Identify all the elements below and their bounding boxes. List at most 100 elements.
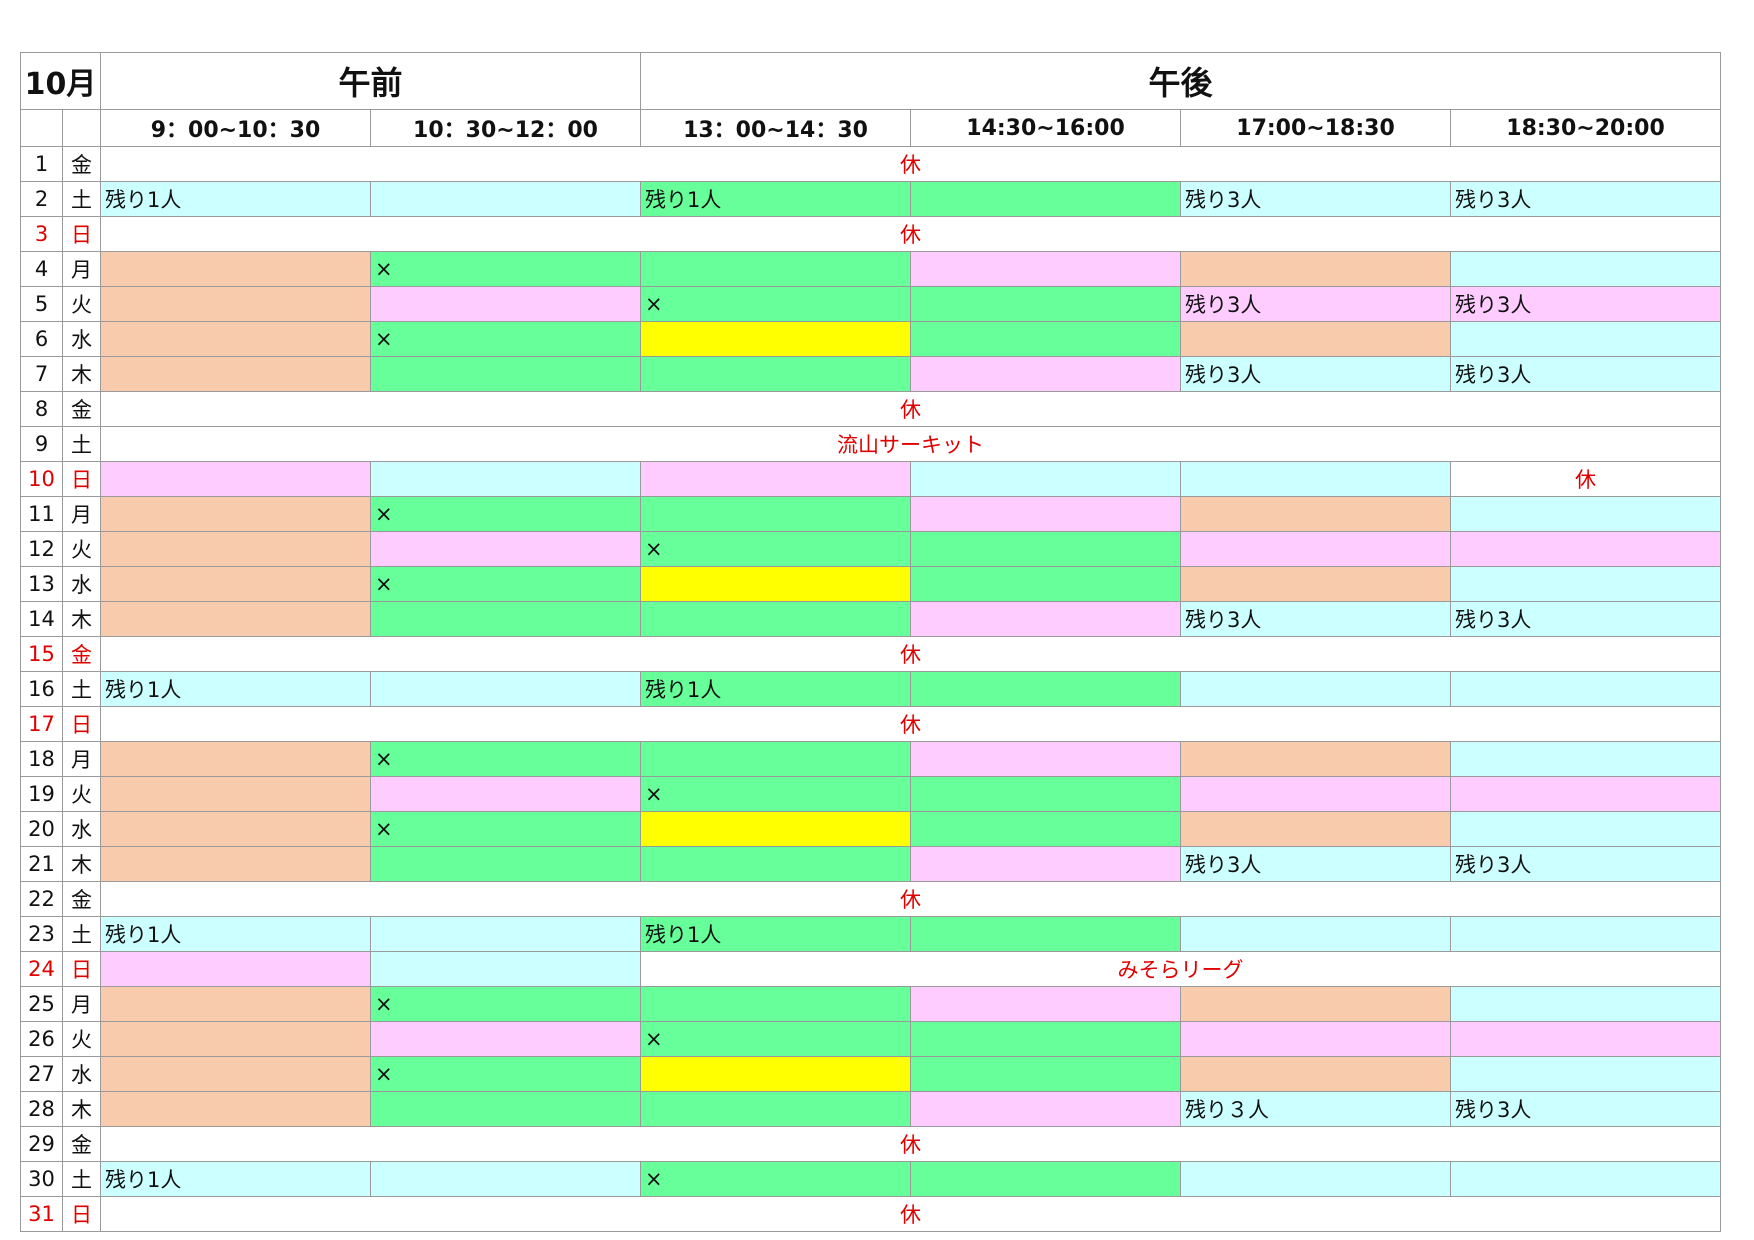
time-slot-cell[interactable] (640, 601, 912, 637)
time-slot-cell[interactable]: 残り3人 (1180, 601, 1452, 637)
time-slot-cell[interactable] (1450, 321, 1722, 357)
time-slot-cell[interactable] (1450, 1021, 1722, 1057)
time-slot-cell[interactable] (910, 741, 1182, 777)
time-slot-cell[interactable]: × (640, 531, 912, 567)
time-slot-cell[interactable] (369, 1021, 642, 1057)
time-slot-cell[interactable] (1180, 811, 1452, 847)
time-slot-cell[interactable] (100, 461, 371, 497)
time-slot-cell[interactable] (640, 811, 912, 847)
time-slot-cell[interactable] (100, 776, 371, 812)
time-slot-cell[interactable] (369, 846, 642, 882)
time-slot-cell[interactable]: × (640, 1021, 912, 1057)
time-slot-cell[interactable] (1450, 1161, 1722, 1197)
time-slot-cell[interactable] (100, 251, 371, 287)
time-slot-cell[interactable] (910, 496, 1182, 532)
time-slot-cell[interactable]: 残り3人 (1450, 286, 1722, 322)
time-slot-cell[interactable] (1450, 251, 1722, 287)
time-slot-cell[interactable]: 残り1人 (100, 1161, 371, 1197)
time-slot-cell[interactable] (640, 1091, 912, 1127)
time-slot-cell[interactable] (369, 601, 642, 637)
time-slot-cell[interactable] (910, 286, 1182, 322)
time-slot-cell[interactable] (369, 356, 642, 392)
time-slot-cell[interactable] (1450, 916, 1722, 952)
time-slot-cell[interactable] (100, 566, 371, 602)
time-slot-cell[interactable] (1450, 566, 1722, 602)
time-slot-cell[interactable]: 残り3人 (1180, 286, 1452, 322)
time-slot-cell[interactable] (100, 951, 371, 987)
time-slot-cell[interactable] (1180, 916, 1452, 952)
time-slot-cell[interactable]: 残り3人 (1450, 181, 1722, 217)
time-slot-cell[interactable] (640, 251, 912, 287)
time-slot-cell[interactable]: × (369, 251, 642, 287)
time-slot-cell[interactable] (910, 846, 1182, 882)
time-slot-cell[interactable] (640, 741, 912, 777)
time-slot-cell[interactable]: 残り３人 (1180, 1091, 1452, 1127)
time-slot-cell[interactable] (369, 951, 642, 987)
time-slot-cell[interactable] (369, 1091, 642, 1127)
time-slot-cell[interactable] (369, 286, 642, 322)
time-slot-cell[interactable] (100, 286, 371, 322)
time-slot-cell[interactable]: × (640, 1161, 912, 1197)
time-slot-cell[interactable]: 残り1人 (640, 916, 912, 952)
time-slot-cell[interactable] (100, 321, 371, 357)
time-slot-cell[interactable]: 残り3人 (1180, 846, 1452, 882)
time-slot-cell[interactable] (1180, 741, 1452, 777)
time-slot-cell[interactable] (1450, 986, 1722, 1022)
time-slot-cell[interactable] (910, 461, 1182, 497)
time-slot-cell[interactable] (910, 601, 1182, 637)
time-slot-cell[interactable] (910, 181, 1182, 217)
time-slot-cell[interactable] (100, 846, 371, 882)
time-slot-cell[interactable] (1180, 986, 1452, 1022)
time-slot-cell[interactable] (910, 986, 1182, 1022)
time-slot-cell[interactable] (1180, 496, 1452, 532)
time-slot-cell[interactable] (1180, 321, 1452, 357)
time-slot-cell[interactable]: × (369, 986, 642, 1022)
time-slot-cell[interactable]: × (369, 811, 642, 847)
time-slot-cell[interactable]: × (640, 776, 912, 812)
time-slot-cell[interactable] (369, 461, 642, 497)
time-slot-cell[interactable]: 残り1人 (640, 671, 912, 707)
time-slot-cell[interactable] (910, 776, 1182, 812)
time-slot-cell[interactable] (369, 531, 642, 567)
time-slot-cell[interactable] (640, 986, 912, 1022)
closed-slot[interactable]: 休 (1450, 461, 1722, 497)
time-slot-cell[interactable] (910, 566, 1182, 602)
time-slot-cell[interactable] (100, 601, 371, 637)
time-slot-cell[interactable] (100, 496, 371, 532)
time-slot-cell[interactable] (100, 811, 371, 847)
time-slot-cell[interactable] (1180, 671, 1452, 707)
time-slot-cell[interactable] (1180, 1021, 1452, 1057)
time-slot-cell[interactable] (910, 916, 1182, 952)
time-slot-cell[interactable] (1450, 671, 1722, 707)
time-slot-cell[interactable] (369, 671, 642, 707)
time-slot-cell[interactable]: 残り3人 (1450, 846, 1722, 882)
time-slot-cell[interactable] (1450, 741, 1722, 777)
time-slot-cell[interactable] (100, 741, 371, 777)
time-slot-cell[interactable] (369, 181, 642, 217)
time-slot-cell[interactable] (369, 776, 642, 812)
time-slot-cell[interactable] (1180, 1161, 1452, 1197)
time-slot-cell[interactable] (910, 671, 1182, 707)
time-slot-cell[interactable] (1450, 1056, 1722, 1092)
time-slot-cell[interactable] (100, 1056, 371, 1092)
time-slot-cell[interactable] (910, 1021, 1182, 1057)
time-slot-cell[interactable] (100, 356, 371, 392)
time-slot-cell[interactable] (369, 916, 642, 952)
time-slot-cell[interactable]: 残り1人 (100, 181, 371, 217)
time-slot-cell[interactable]: 残り3人 (1450, 356, 1722, 392)
time-slot-cell[interactable] (1450, 776, 1722, 812)
time-slot-cell[interactable] (1180, 251, 1452, 287)
time-slot-cell[interactable]: 残り1人 (100, 671, 371, 707)
time-slot-cell[interactable] (910, 356, 1182, 392)
time-slot-cell[interactable]: × (369, 321, 642, 357)
time-slot-cell[interactable]: × (369, 1056, 642, 1092)
time-slot-cell[interactable]: × (640, 286, 912, 322)
time-slot-cell[interactable] (1180, 1056, 1452, 1092)
time-slot-cell[interactable] (1450, 531, 1722, 567)
time-slot-cell[interactable] (910, 251, 1182, 287)
time-slot-cell[interactable] (910, 531, 1182, 567)
time-slot-cell[interactable] (910, 321, 1182, 357)
time-slot-cell[interactable]: 残り1人 (100, 916, 371, 952)
time-slot-cell[interactable] (640, 461, 912, 497)
time-slot-cell[interactable] (640, 496, 912, 532)
